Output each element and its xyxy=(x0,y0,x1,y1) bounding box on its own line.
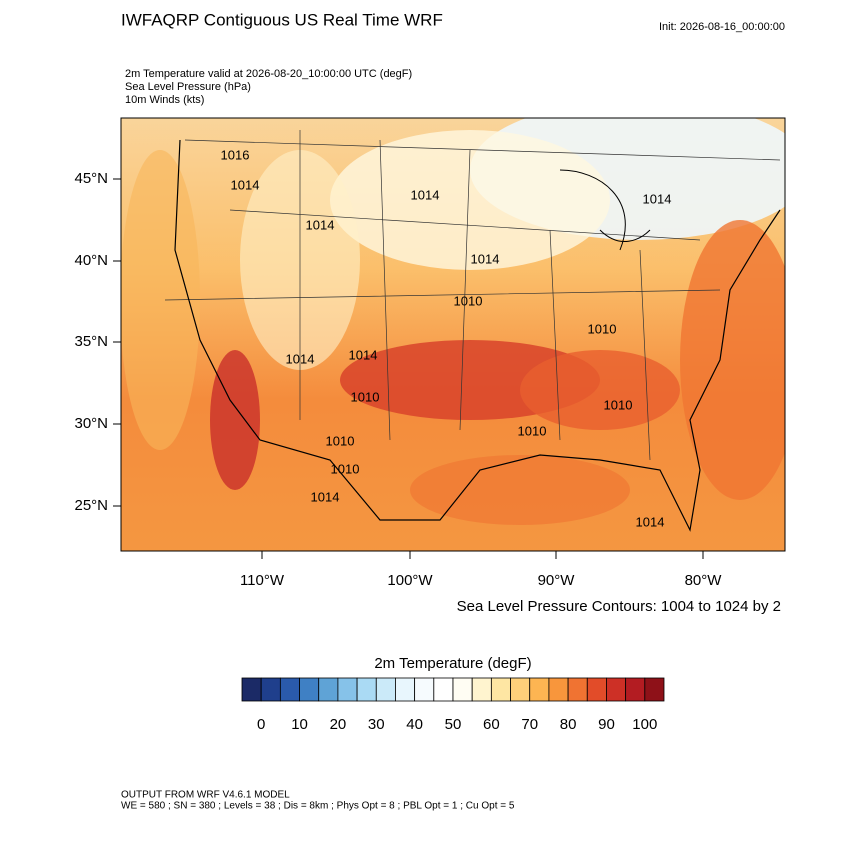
colorbar-box xyxy=(356,677,377,702)
colorbar-box xyxy=(644,677,665,702)
colorbar-box xyxy=(548,677,569,702)
map-frame xyxy=(120,117,786,552)
colorbar-label: 40 xyxy=(406,716,423,733)
contour-label: 1010 xyxy=(604,397,633,412)
colorbar-box xyxy=(471,677,492,702)
colorbar-box xyxy=(414,677,435,702)
colorbar-label: 70 xyxy=(521,716,538,733)
contour-label: 1010 xyxy=(518,423,547,438)
contour-label: 1010 xyxy=(454,293,483,308)
lat-label: 35°N xyxy=(74,333,108,350)
contour-label: 1010 xyxy=(326,433,355,448)
lon-label: 90°W xyxy=(538,572,576,589)
colorbar-label: 20 xyxy=(330,716,347,733)
footer-line: OUTPUT FROM WRF V4.6.1 MODEL xyxy=(121,790,290,801)
lat-label: 45°N xyxy=(74,170,108,187)
colorbar-box xyxy=(318,677,339,702)
contour-label: 1014 xyxy=(643,191,672,206)
colorbar-box xyxy=(586,677,607,702)
contour-note: Sea Level Pressure Contours: 1004 to 102… xyxy=(457,598,781,615)
colorbar-box xyxy=(567,677,588,702)
colorbar-label: 100 xyxy=(632,716,657,733)
colorbar-box xyxy=(279,677,300,702)
contour-label: 1014 xyxy=(231,177,260,192)
colorbar-box xyxy=(606,677,627,702)
colorbar-box xyxy=(510,677,531,702)
colorbar-box xyxy=(433,677,454,702)
contour-label: 1010 xyxy=(331,461,360,476)
colorbar-label: 80 xyxy=(560,716,577,733)
field-label: 10m Winds (kts) xyxy=(125,94,204,106)
colorbar-label: 0 xyxy=(257,716,265,733)
lon-label: 100°W xyxy=(387,572,433,589)
colorbar-title: 2m Temperature (degF) xyxy=(374,655,531,672)
contour-label: 1014 xyxy=(411,187,440,202)
colorbar-box xyxy=(395,677,416,702)
colorbar-box xyxy=(299,677,320,702)
contour-label: 1014 xyxy=(311,489,340,504)
field-label: 2m Temperature valid at 2026-08-20_10:00… xyxy=(125,68,412,80)
lat-label: 30°N xyxy=(74,415,108,432)
map-field xyxy=(121,118,785,551)
colorbar-box xyxy=(241,677,262,702)
init-time: Init: 2026-08-16_00:00:00 xyxy=(659,21,785,33)
colorbar-box xyxy=(452,677,473,702)
colorbar-label: 90 xyxy=(598,716,615,733)
contour-label: 1010 xyxy=(351,389,380,404)
lon-label: 110°W xyxy=(240,572,285,589)
colorbar-box xyxy=(529,677,550,702)
contour-label: 1014 xyxy=(471,251,500,266)
colorbar-box xyxy=(490,677,511,702)
contour-label: 1014 xyxy=(349,347,378,362)
colorbar-label: 30 xyxy=(368,716,385,733)
colorbar-box xyxy=(625,677,646,702)
colorbar-label: 60 xyxy=(483,716,500,733)
contour-label: 1016 xyxy=(221,147,250,162)
field-label: Sea Level Pressure (hPa) xyxy=(125,81,251,93)
contour-label: 1014 xyxy=(306,217,335,232)
contour-label: 1014 xyxy=(286,351,315,366)
colorbar-box xyxy=(260,677,281,702)
lon-label: 80°W xyxy=(685,572,723,589)
lat-label: 25°N xyxy=(74,497,108,514)
title: IWFAQRP Contiguous US Real Time WRF xyxy=(121,10,443,29)
colorbar-label: 50 xyxy=(445,716,462,733)
contour-label: 1010 xyxy=(588,321,617,336)
colorbar-box xyxy=(337,677,358,702)
contour-label: 1014 xyxy=(636,514,665,529)
colorbar-box xyxy=(375,677,396,702)
colorbar-label: 10 xyxy=(291,716,308,733)
footer-line: WE = 580 ; SN = 380 ; Levels = 38 ; Dis … xyxy=(121,801,515,812)
lat-label: 40°N xyxy=(74,252,108,269)
